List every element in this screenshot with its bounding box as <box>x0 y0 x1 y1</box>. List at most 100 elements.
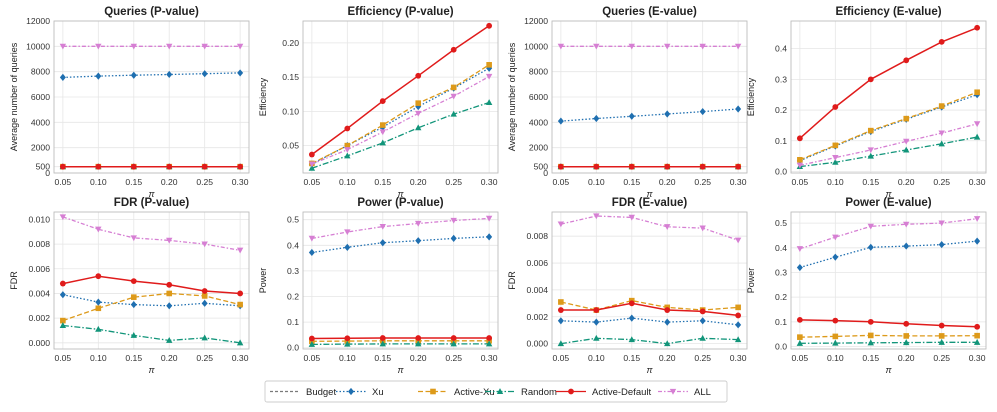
x-tick-label: 0.10 <box>827 177 844 187</box>
x-tick-label: 0.15 <box>623 177 640 187</box>
y-tick-label: 0.15 <box>282 72 299 82</box>
y-tick-label: 0.3 <box>775 267 787 277</box>
series-xu <box>59 69 244 81</box>
y-tick-label: 0.10 <box>282 106 299 116</box>
data-point <box>486 335 493 341</box>
series-active-default <box>308 335 493 342</box>
data-point <box>796 339 804 346</box>
data-point <box>628 43 635 50</box>
series-all <box>59 214 244 254</box>
data-point <box>557 43 565 50</box>
data-point <box>973 338 981 345</box>
x-tick-label: 0.20 <box>161 177 178 187</box>
y-axis-label: Efficiency <box>746 77 756 116</box>
series-line <box>799 319 978 328</box>
x-tick-label: 0.05 <box>303 353 320 363</box>
x-tick-label: 0.10 <box>588 177 605 187</box>
data-point <box>166 43 173 50</box>
x-tick-label: 0.30 <box>730 353 747 363</box>
data-point <box>201 293 208 299</box>
legend-item-all: ALL <box>658 387 711 398</box>
data-point <box>796 162 804 169</box>
data-point <box>485 73 493 80</box>
x-tick-label: 0.10 <box>827 353 844 363</box>
data-point <box>485 215 493 222</box>
x-tick-label: 0.15 <box>862 177 879 187</box>
series-active-default <box>796 24 981 142</box>
data-point <box>379 239 386 247</box>
panel-title: Efficiency (E-value) <box>835 6 941 18</box>
data-point <box>867 127 874 134</box>
data-point <box>95 305 102 312</box>
data-point <box>735 105 742 113</box>
data-point <box>699 43 706 50</box>
y-tick-label: 12000 <box>26 16 50 26</box>
y-tick-label: 0.05 <box>282 141 299 151</box>
x-tick-label: 0.15 <box>374 353 391 363</box>
y-tick-label: 6000 <box>529 92 548 102</box>
x-tick-label: 0.05 <box>552 177 569 187</box>
data-point <box>699 107 706 116</box>
series-all <box>796 121 981 169</box>
y-tick-label: 0.4 <box>775 44 787 54</box>
data-point <box>974 89 980 96</box>
data-point <box>308 340 316 347</box>
series-random <box>796 338 981 346</box>
x-tick-label: 0.20 <box>410 177 427 187</box>
y-tick-label: 0.0 <box>287 343 299 353</box>
data-point <box>938 130 945 137</box>
x-tick-label: 0.10 <box>339 177 356 187</box>
series-line <box>311 343 490 346</box>
data-point <box>237 69 244 77</box>
legend-item-active-xu: Active-Xu <box>418 387 495 398</box>
data-point <box>557 221 565 228</box>
data-point <box>903 242 910 250</box>
data-point <box>832 234 839 241</box>
y-tick-label: 0.3 <box>775 74 787 84</box>
series-active-xu <box>797 332 980 340</box>
series-line <box>62 292 241 322</box>
y-tick-label: 4000 <box>31 117 50 127</box>
data-point <box>832 253 839 261</box>
y-axis-label: FDR <box>9 271 19 290</box>
data-point <box>485 99 493 105</box>
y-tick-label: 0 <box>543 168 548 178</box>
series-line <box>311 337 490 340</box>
x-tick-label: 0.05 <box>552 353 569 363</box>
series-all <box>557 213 742 244</box>
data-point <box>664 110 671 118</box>
x-tick-label: 0.25 <box>196 177 213 187</box>
data-point <box>450 217 457 224</box>
data-point <box>344 335 351 342</box>
data-point <box>903 320 910 327</box>
series-line <box>560 317 739 326</box>
data-point <box>379 139 386 146</box>
series-line <box>62 324 241 344</box>
data-point <box>379 340 386 347</box>
data-point <box>344 340 351 347</box>
series-random <box>796 133 981 170</box>
x-tick-label: 0.25 <box>694 177 711 187</box>
data-point <box>735 163 742 170</box>
legend-item-random: Random <box>485 387 557 398</box>
series-all <box>59 43 244 50</box>
y-tick-label: 2000 <box>529 143 548 153</box>
data-point <box>593 307 600 313</box>
data-point <box>166 70 173 79</box>
plot-area <box>791 212 986 349</box>
legend-marker <box>348 387 354 396</box>
series-xu <box>796 237 981 272</box>
series-line <box>62 216 241 251</box>
legend-label: Budget <box>306 387 336 398</box>
panel-title: Power (E-value) <box>845 197 931 209</box>
data-point <box>867 223 874 230</box>
data-point <box>450 234 457 242</box>
data-point <box>237 163 244 170</box>
data-point <box>735 312 742 319</box>
data-point <box>867 147 874 154</box>
series-line <box>799 27 978 139</box>
data-point <box>201 163 208 170</box>
y-axis-label: Power <box>258 268 268 294</box>
y-tick-label: 2000 <box>31 143 50 153</box>
series-active-xu <box>797 89 980 163</box>
